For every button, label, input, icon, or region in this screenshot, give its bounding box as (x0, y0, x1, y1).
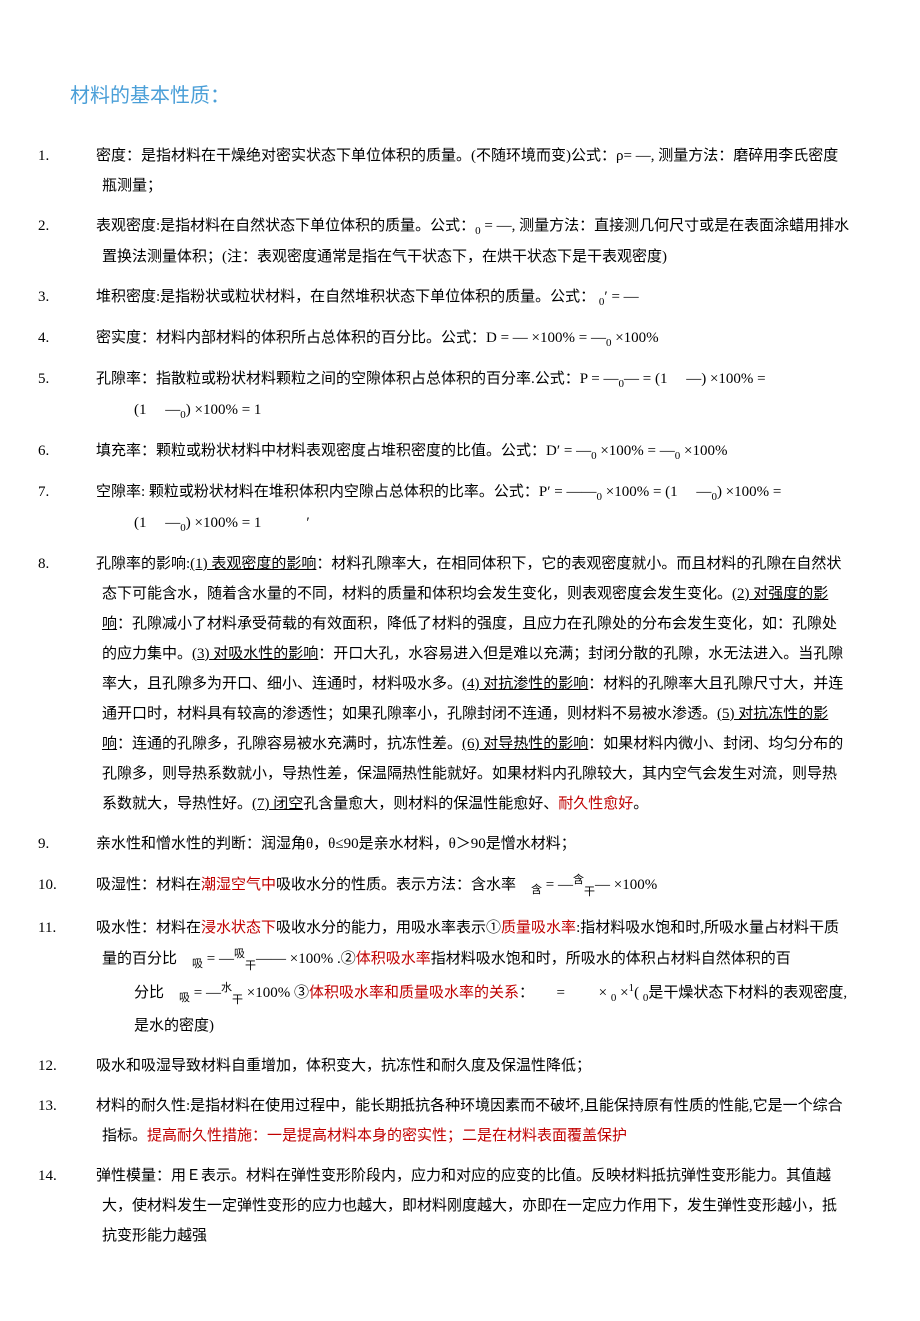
definition-list: 1.密度：是指材料在干燥绝对密实状态下单位体积的质量。(不随环境而变)公式：ρ=… (70, 141, 850, 1251)
item-text: 吸水性：材料在 (96, 920, 201, 936)
item-text: 吸湿性：材料在 (96, 877, 201, 893)
item-text-cont: (1 —0) ×100% = 1 (102, 402, 261, 418)
item-text: 吸水和吸湿导致材料自重增加，体积变大，抗冻性和耐久度及保温性降低； (96, 1058, 591, 1074)
item-6: 6.填充率：颗粒或粉状材料中材料表观密度占堆积密度的比值。公式：D′ = —0 … (70, 436, 850, 467)
item-13: 13. 材料的耐久性:是指材料在使用过程中，能长期抵抗各种环境因素而不破坏,且能… (70, 1091, 850, 1151)
item-text: 指材料吸水饱和时，所吸水的体积占材料自然体积的百 (431, 951, 791, 967)
item-number: 1. (70, 141, 96, 171)
subscript: 含 (531, 884, 542, 896)
item-1: 1.密度：是指材料在干燥绝对密实状态下单位体积的质量。(不随环境而变)公式：ρ=… (70, 141, 850, 201)
item-4: 4.密实度：材料内部材料的体积所占总体积的百分比。公式：D = — ×100% … (70, 323, 850, 354)
item-text: ′ = — (604, 289, 638, 305)
item-3: 3.堆积密度:是指粉状或粒状材料，在自然堆积状态下单位体积的质量。公式： 0′ … (70, 282, 850, 313)
page-title: 材料的基本性质： (70, 80, 850, 113)
item-text: = — (542, 877, 573, 893)
highlight-text: 提高耐久性措施：一是提高材料本身的密实性；二是在材料表面覆盖保护 (147, 1128, 627, 1144)
item-text: ×100% (680, 443, 727, 459)
item-number: 3. (70, 282, 96, 312)
item-text: 堆积密度:是指粉状或粒状材料，在自然堆积状态下单位体积的质量。公式： (96, 289, 599, 305)
underline-text: (1) 表观密度的影响 (190, 556, 316, 572)
item-text: ×100% = — (597, 443, 675, 459)
frac-bot: 干 (245, 960, 256, 972)
highlight-text: 体积吸水率 (356, 951, 431, 967)
item-text: 孔隙率的影响: (96, 556, 190, 572)
underline-text: (6) 对导热性的影响 (462, 736, 588, 752)
item-number: 2. (70, 211, 96, 241)
highlight-text: 浸水状态下 (201, 920, 276, 936)
item-text: ×100% = (1 — (602, 484, 711, 500)
frac-bot: 干 (584, 886, 595, 898)
item-text: 空隙率: 颗粒或粉状材料在堆积体积内空隙占总体积的比率。公式：P′ = —— (96, 484, 597, 500)
item-text-cont: 分比 吸 = —水干 ×100% ③体积吸水率和质量吸水率的关系： = × 0 … (102, 985, 847, 1001)
highlight-text: 潮湿空气中 (201, 877, 276, 893)
item-text-cont: 是水的密度) (102, 1018, 214, 1034)
item-number: 14. (70, 1161, 96, 1191)
highlight-text: 耐久性愈好 (558, 796, 633, 812)
underline-text: (3) 对吸水性的影响 (192, 646, 318, 662)
item-number: 5. (70, 364, 96, 394)
document-page: 材料的基本性质： 1.密度：是指材料在干燥绝对密实状态下单位体积的质量。(不随环… (0, 0, 920, 1321)
item-7: 7.空隙率: 颗粒或粉状材料在堆积体积内空隙占总体积的比率。公式：P′ = ——… (70, 477, 850, 539)
item-number: 6. (70, 436, 96, 466)
item-number: 9. (70, 829, 96, 859)
item-text: 亲水性和憎水性的判断：润湿角θ，θ≤90是亲水材料，θ＞90是憎水材料； (96, 836, 576, 852)
item-number: 7. (70, 477, 96, 507)
item-number: 8. (70, 549, 96, 579)
item-text: 孔隙率：指散粒或粉状材料颗粒之间的空隙体积占总体积的百分率.公式：P = — (96, 371, 619, 387)
item-number: 13. (70, 1091, 96, 1121)
item-number: 11. (70, 913, 96, 943)
item-2: 2.表观密度:是指材料在自然状态下单位体积的质量。公式：0 = —, 测量方法：… (70, 211, 850, 272)
highlight-text: 质量吸水率 (501, 920, 576, 936)
item-text: 密实度：材料内部材料的体积所占总体积的百分比。公式：D = — ×100% = … (96, 330, 606, 346)
item-text: 吸收水分的能力，用吸水率表示① (276, 920, 501, 936)
item-text: ×100% (611, 330, 658, 346)
frac-top: 含 (573, 874, 584, 886)
item-text: 填充率：颗粒或粉状材料中材料表观密度占堆积密度的比值。公式：D′ = — (96, 443, 591, 459)
item-text: — ×100% (595, 877, 657, 893)
item-5: 5.孔隙率：指散粒或粉状材料颗粒之间的空隙体积占总体积的百分率.公式：P = —… (70, 364, 850, 426)
item-text: 密度：是指材料在干燥绝对密实状态下单位体积的质量。(不随环境而变)公式：ρ= —… (96, 148, 838, 194)
item-12: 12. 吸水和吸湿导致材料自重增加，体积变大，抗冻性和耐久度及保温性降低； (70, 1051, 850, 1081)
frac-top: 吸 (234, 948, 245, 960)
item-number: 4. (70, 323, 96, 353)
underline-text: (7) 闭空 (252, 796, 303, 812)
item-14: 14. 弹性模量：用Ｅ表示。材料在弹性变形阶段内，应力和对应的应变的比值。反映材… (70, 1161, 850, 1251)
item-number: 12. (70, 1051, 96, 1081)
item-text: ) ×100% = (717, 484, 781, 500)
item-10: 10. 吸湿性：材料在潮湿空气中吸收水分的性质。表示方法：含水率 含 = —含干… (70, 869, 850, 903)
item-8: 8.孔隙率的影响:(1) 表观密度的影响：材料孔隙率大，在相同体积下，它的表观密… (70, 549, 850, 819)
item-9: 9.亲水性和憎水性的判断：润湿角θ，θ≤90是亲水材料，θ＞90是憎水材料； (70, 829, 850, 859)
item-text: —— ×100% .② (256, 951, 356, 967)
item-number: 10. (70, 870, 96, 900)
item-11: 11. 吸水性：材料在浸水状态下吸收水分的能力，用吸水率表示①质量吸水率:指材料… (70, 913, 850, 1041)
item-text-cont: (1 —0) ×100% = 1 ′ (102, 515, 310, 531)
item-text: 。 (633, 796, 648, 812)
item-text: 吸收水分的性质。表示方法：含水率 (276, 877, 531, 893)
item-text: — = (1 —) ×100% = (624, 371, 766, 387)
item-text: 孔含量愈大，则材料的保温性能愈好、 (303, 796, 558, 812)
underline-text: (4) 对抗渗性的影响 (462, 676, 588, 692)
item-text: ：连通的孔隙多，孔隙容易被水充满时，抗冻性差。 (117, 736, 462, 752)
item-text: = — (203, 951, 234, 967)
subscript: 吸 (192, 958, 203, 970)
item-text: 表观密度:是指材料在自然状态下单位体积的质量。公式： (96, 218, 475, 234)
item-text: 弹性模量：用Ｅ表示。材料在弹性变形阶段内，应力和对应的应变的比值。反映材料抵抗弹… (96, 1168, 837, 1244)
